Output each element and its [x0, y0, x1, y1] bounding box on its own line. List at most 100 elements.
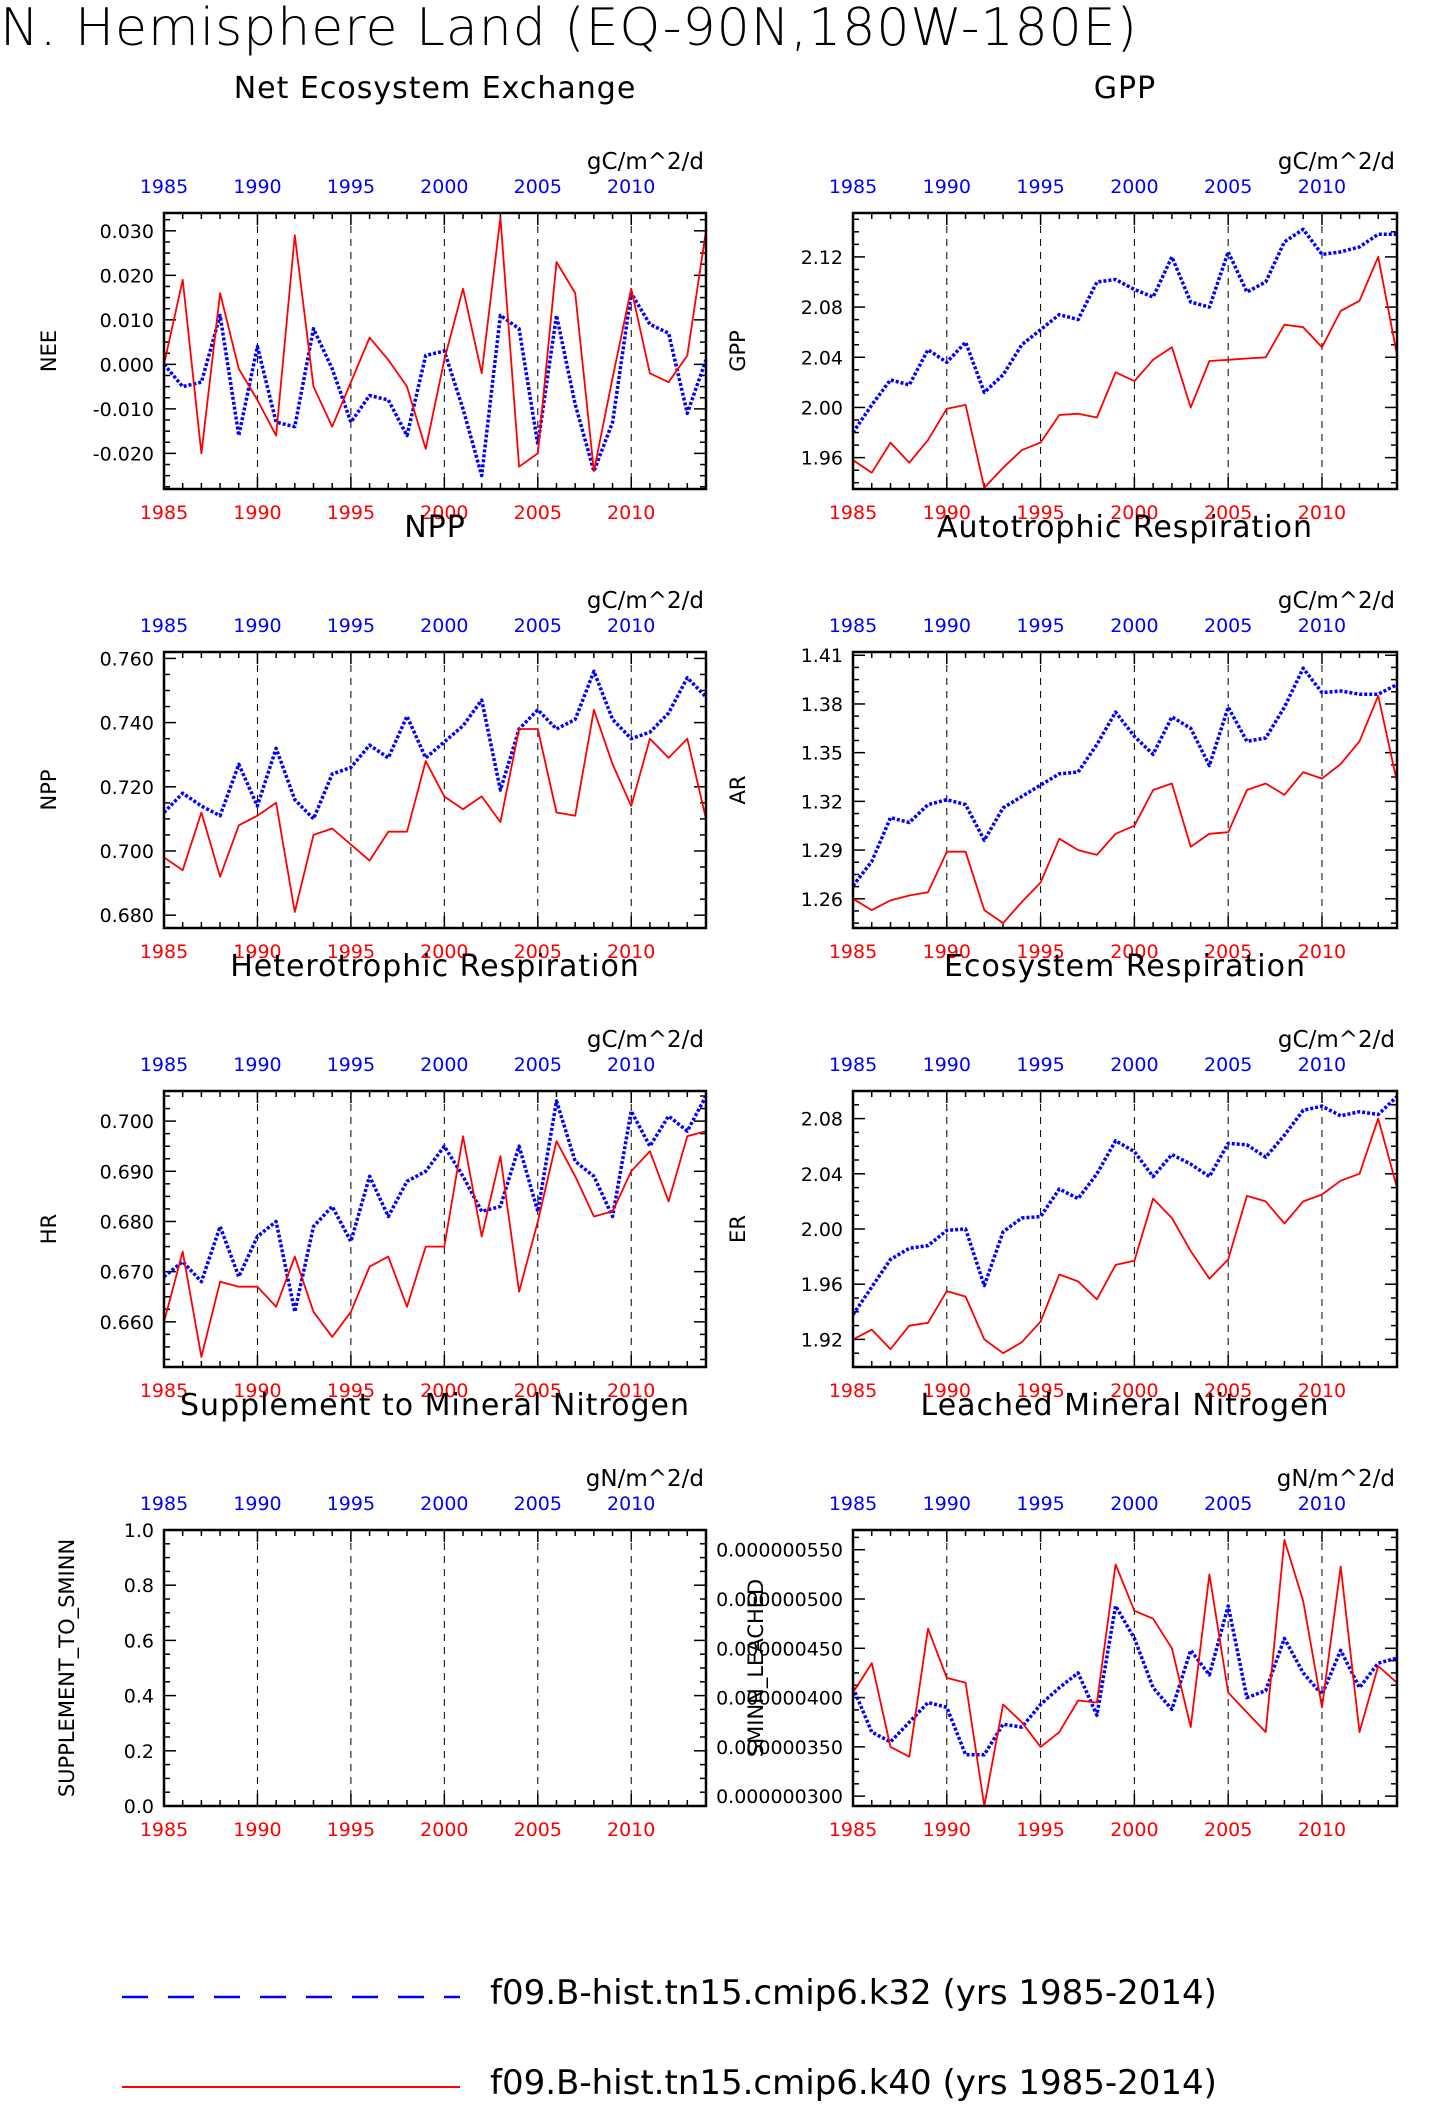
- x-tick-label-top: 1985: [140, 176, 188, 198]
- x-tick-label-top: 1995: [327, 176, 375, 198]
- x-tick-label-top: 2000: [420, 615, 468, 637]
- plot-frame: [162, 650, 708, 930]
- panel-sminn-leached: Leached Mineral Nitrogen gN/m^2/d 1985 1985…: [716, 1388, 1399, 1841]
- x-tick-label-top: 1995: [1016, 1054, 1064, 1076]
- y-tick-label: 0.4: [124, 1686, 154, 1708]
- units-label: gC/m^2/d: [1278, 1027, 1395, 1053]
- x-tick-label-top: 2010: [1298, 1054, 1346, 1076]
- units-label: gC/m^2/d: [587, 149, 704, 175]
- y-tick-label: 0.690: [100, 1161, 154, 1183]
- series-line-k32: [851, 1604, 1398, 1757]
- series-line-k40: [852, 255, 1398, 489]
- x-tick-label-top: 1995: [327, 1054, 375, 1076]
- units-label: gC/m^2/d: [1278, 588, 1395, 614]
- x-tick-label-top: 2010: [1298, 615, 1346, 637]
- x-tick-label-bottom: 1995: [327, 1380, 375, 1402]
- series-line-k40: [163, 216, 707, 473]
- y-tick-label: 2.04: [801, 1164, 843, 1186]
- x-tick-label-top: 1985: [829, 1493, 877, 1515]
- x-tick-label-bottom: 2005: [514, 941, 562, 963]
- y-tick-label: 0.020: [100, 265, 154, 287]
- x-tick-label-top: 1990: [923, 1054, 971, 1076]
- y-tick-label: 0.680: [100, 1211, 154, 1233]
- x-tick-label-bottom: 2005: [1204, 1380, 1252, 1402]
- series-line-k40: [852, 1117, 1398, 1355]
- y-tick-label: 0.720: [100, 777, 154, 799]
- legend-item-k32: f09.B-hist.tn15.cmip6.k32 (yrs 1985-2014…: [120, 1973, 1370, 2013]
- panel-title: GPP: [1094, 71, 1156, 106]
- y-tick-label: -0.010: [93, 399, 154, 421]
- panel-er: Ecosystem Respiration gC/m^2/d 1985 1985 199…: [726, 949, 1399, 1402]
- x-tick-label-bottom: 2005: [514, 1819, 562, 1841]
- series-line-k32: [851, 666, 1398, 887]
- x-tick-label-top: 2000: [1110, 176, 1158, 198]
- y-tick-label: 1.96: [801, 448, 843, 470]
- x-tick-label-top: 2005: [514, 1493, 562, 1515]
- y-axis-label: NPP: [37, 769, 61, 810]
- y-tick-label: 0.000000450: [716, 1638, 843, 1660]
- legend-label-k40: f09.B-hist.tn15.cmip6.k40 (yrs 1985-2014…: [490, 2063, 1217, 2103]
- series-line-k32: [162, 1095, 708, 1314]
- x-tick-label-bottom: 1985: [140, 502, 188, 524]
- x-tick-label-top: 2010: [1298, 176, 1346, 198]
- x-tick-label-top: 2005: [514, 615, 562, 637]
- plot-frame: [162, 1528, 708, 1808]
- series-line-k32: [162, 291, 708, 478]
- panel-title: Ecosystem Respiration: [944, 949, 1306, 984]
- legend-label-k32: f09.B-hist.tn15.cmip6.k32 (yrs 1985-2014…: [490, 1973, 1217, 2013]
- series-line-k40: [852, 1539, 1398, 1807]
- legend-item-k40: f09.B-hist.tn15.cmip6.k40 (yrs 1985-2014…: [120, 2063, 1370, 2103]
- x-tick-label-top: 1995: [1016, 1493, 1064, 1515]
- x-tick-label-bottom: 1985: [140, 1380, 188, 1402]
- x-tick-label-top: 2010: [607, 1054, 655, 1076]
- x-tick-label-top: 1995: [327, 615, 375, 637]
- x-tick-label-bottom: 2000: [1110, 941, 1158, 963]
- x-tick-label-bottom: 1990: [233, 1819, 281, 1841]
- x-tick-label-top: 1995: [1016, 615, 1064, 637]
- x-tick-label-top: 1990: [923, 615, 971, 637]
- units-label: gN/m^2/d: [586, 1466, 704, 1492]
- x-tick-label-bottom: 2005: [514, 1380, 562, 1402]
- y-tick-label: 1.29: [801, 840, 843, 862]
- panel-title: Heterotrophic Respiration: [230, 949, 640, 984]
- x-tick-label-top: 1990: [233, 615, 281, 637]
- x-tick-label-bottom: 1995: [1016, 1380, 1064, 1402]
- x-tick-label-top: 2000: [1110, 615, 1158, 637]
- x-tick-label-top: 2000: [420, 1054, 468, 1076]
- x-tick-label-bottom: 1995: [327, 941, 375, 963]
- panel-title: Autotrophic Respiration: [937, 510, 1313, 545]
- x-tick-label-top: 1990: [233, 1054, 281, 1076]
- y-tick-label: 1.35: [801, 743, 843, 765]
- panel-title: NPP: [404, 510, 466, 545]
- x-tick-label-bottom: 1990: [923, 1819, 971, 1841]
- y-tick-label: 1.26: [801, 889, 843, 911]
- x-tick-label-top: 2010: [607, 176, 655, 198]
- x-tick-label-bottom: 1990: [233, 941, 281, 963]
- x-tick-label-bottom: 1990: [233, 502, 281, 524]
- y-tick-label: 0.030: [100, 221, 154, 243]
- y-tick-label: 1.92: [801, 1329, 843, 1351]
- panel-supplement-to-sminn: Supplement to Mineral Nitrogen gN/m^2/d 19…: [55, 1388, 708, 1841]
- y-axis-label: HR: [37, 1214, 61, 1244]
- page-title: N. Hemisphere Land (EQ-90N,180W-180E): [0, 0, 1138, 58]
- x-tick-label-top: 2000: [1110, 1493, 1158, 1515]
- x-tick-label-top: 2000: [420, 176, 468, 198]
- x-tick-label-top: 2000: [1110, 1054, 1158, 1076]
- x-tick-label-bottom: 2005: [1204, 941, 1252, 963]
- x-tick-label-top: 1990: [233, 1493, 281, 1515]
- x-tick-label-bottom: 2010: [607, 502, 655, 524]
- plot-frame: [851, 1089, 1399, 1369]
- panel-gpp: GPP gC/m^2/d 1985 1985 1990 1990 1995 1995 2000 2…: [726, 71, 1399, 524]
- series-line-k40: [852, 694, 1398, 924]
- units-label: gN/m^2/d: [1277, 1466, 1395, 1492]
- x-tick-label-bottom: 2000: [420, 1819, 468, 1841]
- y-tick-label: 0.000000500: [716, 1589, 843, 1611]
- x-tick-label-bottom: 2010: [607, 1819, 655, 1841]
- y-tick-label: 2.00: [801, 1219, 843, 1241]
- x-tick-label-top: 2000: [420, 1493, 468, 1515]
- x-tick-label-top: 1985: [140, 615, 188, 637]
- y-tick-label: 0.740: [100, 713, 154, 735]
- x-tick-label-bottom: 2000: [1110, 502, 1158, 524]
- units-label: gC/m^2/d: [1278, 149, 1395, 175]
- y-tick-label: 0.000000550: [716, 1540, 843, 1562]
